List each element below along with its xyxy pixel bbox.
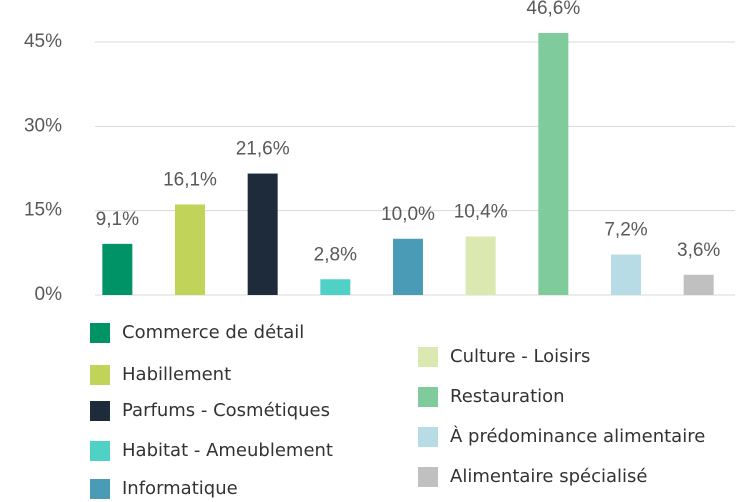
legend-label: Commerce de détail xyxy=(122,322,304,343)
bar xyxy=(102,243,133,295)
y-tick-label: 45% xyxy=(24,31,62,52)
legend-swatch xyxy=(90,365,110,385)
data-label: 7,2% xyxy=(604,220,647,241)
data-label: 46,6% xyxy=(526,0,580,19)
legend-swatch xyxy=(418,467,438,487)
legend-label: Informatique xyxy=(122,478,238,499)
bar xyxy=(538,33,569,295)
bar xyxy=(175,204,205,295)
data-label: 21,6% xyxy=(236,139,290,160)
data-label: 2,8% xyxy=(314,244,357,265)
y-tick-label: 30% xyxy=(24,115,62,136)
legend-label: Parfums - Cosmétiques xyxy=(122,400,330,421)
bar xyxy=(320,279,351,295)
legend-swatch xyxy=(90,401,110,421)
legend-label: Alimentaire spécialisé xyxy=(450,466,647,487)
y-tick-label: 0% xyxy=(35,284,63,305)
data-label: 3,6% xyxy=(677,240,720,261)
data-label: 10,0% xyxy=(381,204,435,225)
legend-swatch xyxy=(418,347,438,367)
data-label: 10,4% xyxy=(454,202,508,223)
bar xyxy=(683,274,714,295)
data-label: 16,1% xyxy=(163,169,217,190)
bar xyxy=(247,173,278,295)
bar xyxy=(611,254,641,295)
bar xyxy=(465,236,496,295)
legend-swatch xyxy=(418,387,438,407)
data-label: 9,1% xyxy=(96,209,139,230)
legend-label: Culture - Loisirs xyxy=(450,346,590,367)
y-tick-label: 15% xyxy=(24,200,62,221)
legend-label: À prédominance alimentaire xyxy=(450,425,705,447)
bar xyxy=(393,238,423,295)
legend-label: Restauration xyxy=(450,386,565,407)
legend-swatch xyxy=(90,441,110,461)
legend-label: Habitat - Ameublement xyxy=(122,440,333,461)
legend-swatch xyxy=(90,479,110,499)
legend-swatch xyxy=(418,427,438,447)
legend-swatch xyxy=(90,323,110,343)
legend-label: Habillement xyxy=(122,364,231,385)
